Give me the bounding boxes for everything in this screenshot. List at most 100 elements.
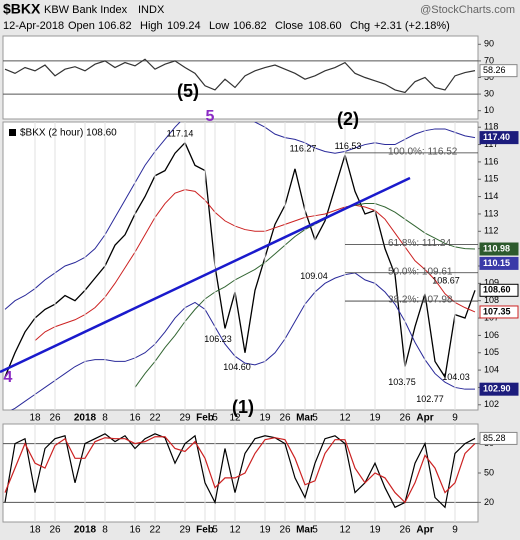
- y-tick-label: 10: [484, 105, 494, 115]
- date: 12-Apr-2018: [3, 20, 64, 32]
- y-tick-label: 30: [484, 88, 494, 98]
- last-value-box: [479, 431, 518, 445]
- y-tick-label: 108: [484, 295, 499, 305]
- y-tick-label: 114: [484, 191, 498, 201]
- x-tick-label: 26: [399, 413, 411, 424]
- quote-key: Open: [68, 20, 95, 32]
- x-tick-label: 26: [399, 525, 411, 536]
- x-tick-label: 2018: [74, 525, 97, 536]
- series-line: [10, 272, 475, 410]
- last-value-box: [479, 256, 519, 270]
- y-tick-label: 20: [484, 497, 494, 507]
- x-tick-label: 12: [339, 525, 351, 536]
- series-line: [4, 122, 476, 310]
- swing-label: 103.75: [388, 377, 416, 387]
- x-tick-label: 26: [279, 525, 291, 536]
- wave-label: (1): [232, 397, 254, 417]
- fib-label: 100.0%: 116.52: [388, 147, 458, 158]
- last-value-box: [479, 382, 519, 396]
- wave-label: (2): [337, 109, 359, 129]
- quote-value: 106.82: [233, 20, 267, 32]
- y-tick-label: 112: [484, 226, 498, 236]
- x-tick-label: 5: [212, 525, 218, 536]
- last-value-label: 102.90: [483, 384, 511, 394]
- last-value-label: 117.40: [483, 132, 510, 142]
- y-tick-label: 90: [484, 39, 494, 49]
- x-tick-label: 19: [259, 413, 271, 424]
- x-tick-label: 2018: [74, 413, 97, 424]
- swing-label: 108.67: [432, 275, 460, 285]
- last-value-box: [479, 305, 519, 319]
- swing-label: 116.27: [290, 144, 317, 154]
- last-value-label: 85.28: [483, 433, 506, 443]
- x-tick-label: Feb: [196, 413, 214, 424]
- y-tick-label: 105: [484, 347, 499, 357]
- y-tick-label: 106: [484, 330, 499, 340]
- swing-label: 117.14: [167, 129, 194, 139]
- x-tick-label: 29: [179, 413, 191, 424]
- x-tick-label: 18: [29, 525, 41, 536]
- x-tick-label: 12: [229, 413, 241, 424]
- fib-label: 50.0%: 109.61: [388, 266, 453, 277]
- y-tick-label: 102: [484, 399, 499, 409]
- swing-label: 102.77: [416, 394, 444, 404]
- fib-label: 38.2%: 107.98: [388, 295, 453, 306]
- y-tick-label: 116: [484, 156, 498, 166]
- y-tick-label: 118: [484, 122, 498, 132]
- x-tick-label: Mar: [296, 525, 314, 536]
- swing-label: 109.04: [300, 271, 328, 281]
- x-tick-label: 12: [339, 413, 351, 424]
- wave-label: 5: [206, 108, 215, 125]
- quote-key: High: [140, 20, 163, 32]
- x-tick-label: 18: [29, 413, 41, 424]
- y-tick-label: 109: [484, 278, 499, 288]
- y-tick-label: 115: [484, 174, 498, 184]
- swing-label: 104.60: [223, 362, 251, 372]
- credit: @StockCharts.com: [420, 4, 515, 16]
- quote-value: 106.82: [98, 20, 132, 32]
- series-line: [4, 433, 476, 509]
- x-tick-label: 19: [369, 525, 381, 536]
- series-line: [34, 189, 476, 341]
- last-value-box: [479, 131, 519, 145]
- x-tick-label: 22: [149, 413, 161, 424]
- quote-key: Chg: [350, 20, 370, 32]
- x-tick-label: Apr: [416, 413, 433, 424]
- index-name: KBW Bank Index: [44, 4, 128, 16]
- x-tick-label: 16: [129, 525, 141, 536]
- x-tick-label: 5: [212, 413, 218, 424]
- x-tick-label: 26: [49, 413, 61, 424]
- last-value-label: 107.35: [483, 306, 511, 316]
- quote-key: Close: [275, 20, 303, 32]
- wave-label: 4: [4, 369, 13, 386]
- last-value-box: [479, 64, 518, 78]
- x-tick-label: 9: [452, 413, 458, 424]
- quote-key: Low: [209, 20, 229, 32]
- last-value-label: 108.60: [483, 285, 511, 295]
- x-tick-label: 26: [279, 413, 291, 424]
- last-value-label: 110.15: [483, 258, 510, 268]
- x-tick-label: 5: [312, 413, 318, 424]
- swing-label: 104.03: [442, 372, 470, 382]
- series-line: [4, 141, 476, 379]
- y-tick-label: 50: [484, 467, 494, 477]
- quote-value: +2.31 (+2.18%): [374, 20, 450, 32]
- y-tick-label: 70: [484, 55, 494, 65]
- x-tick-label: 26: [49, 525, 61, 536]
- swing-label: 106.23: [204, 334, 232, 344]
- fib-label: 61.8%: 111.24: [388, 238, 451, 249]
- x-tick-label: Feb: [196, 525, 214, 536]
- x-tick-label: 19: [259, 525, 271, 536]
- y-tick-label: 104: [484, 364, 499, 374]
- x-tick-label: Apr: [416, 525, 433, 536]
- x-tick-label: 22: [149, 525, 161, 536]
- legend-label: $BKX (2 hour) 108.60: [20, 128, 117, 139]
- x-tick-label: 8: [102, 413, 108, 424]
- exchange: INDX: [138, 4, 165, 16]
- series-line: [4, 436, 476, 504]
- x-tick-label: 12: [229, 525, 241, 536]
- price-plot: [4, 122, 476, 410]
- x-tick-label: 5: [312, 525, 318, 536]
